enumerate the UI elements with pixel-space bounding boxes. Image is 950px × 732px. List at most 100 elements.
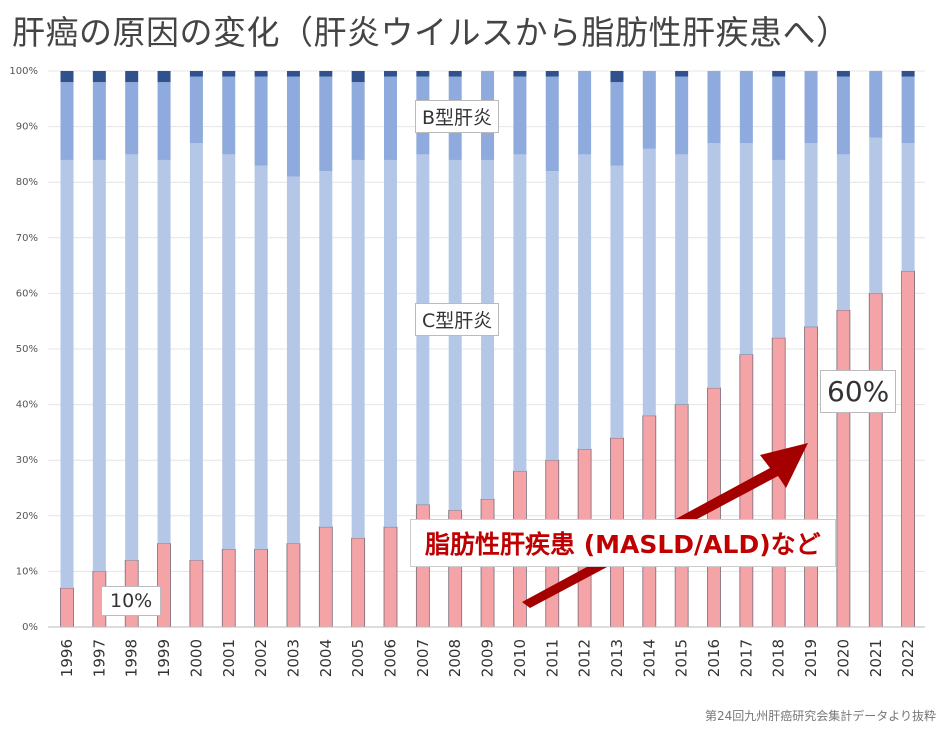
bar-segment	[222, 154, 236, 550]
x-tick-label: 2016	[705, 639, 723, 677]
bar-segment	[60, 82, 74, 160]
bar-segment	[836, 154, 850, 311]
bar-segment	[189, 559, 204, 628]
bar-segment	[254, 76, 268, 166]
bar-segment	[157, 82, 171, 160]
bar-segment	[416, 71, 430, 77]
x-tick-label: 2015	[673, 639, 691, 677]
bar-segment	[869, 71, 883, 138]
bar-segment	[125, 82, 139, 155]
source-note: 第24回九州肝癌研究会集計データより抜粋	[704, 709, 936, 723]
bar-segment	[286, 176, 300, 544]
bar-segment	[189, 71, 203, 77]
x-tick-label: 2021	[867, 639, 885, 677]
bar-segment	[384, 76, 397, 160]
bar-segment	[189, 76, 203, 144]
y-tick-label: 40%	[16, 400, 38, 411]
bar-segment	[804, 143, 818, 327]
x-tick-label: 2018	[770, 639, 788, 677]
bar-segment	[836, 71, 850, 77]
bar-segment	[448, 71, 462, 77]
end-percent-label: 60%	[820, 370, 897, 413]
bar-segment	[772, 159, 786, 338]
bar-segment	[92, 71, 106, 83]
bar-segment	[739, 143, 753, 355]
y-tick-label: 60%	[16, 288, 38, 299]
x-tick-label: 1996	[58, 639, 76, 677]
x-tick-label: 2011	[543, 639, 561, 677]
bar-segment	[92, 159, 106, 572]
bar-segment	[189, 143, 203, 561]
bar-segment	[222, 71, 236, 77]
bar-segment	[642, 71, 656, 149]
bar-segment	[125, 154, 139, 561]
bar-segment	[545, 171, 559, 461]
bar-segment	[157, 159, 171, 544]
bar-segment	[221, 548, 236, 628]
bar-segment	[868, 292, 883, 628]
bar-segment	[707, 71, 721, 144]
x-tick-label: 2003	[284, 639, 302, 677]
bar-segment	[513, 76, 527, 155]
bar-segment	[610, 71, 624, 83]
y-tick-label: 50%	[16, 344, 38, 355]
bar-segment	[610, 165, 624, 438]
bar-segment	[60, 71, 74, 83]
x-tick-label: 1998	[123, 639, 141, 677]
x-tick-label: 2002	[252, 639, 270, 677]
bar-segment	[836, 76, 850, 155]
bar-segment	[157, 71, 171, 83]
bar-segment	[60, 159, 74, 589]
bar-segment	[351, 537, 366, 628]
x-tick-label: 2013	[608, 639, 626, 677]
x-tick-label: 2001	[220, 639, 238, 677]
bar-segment	[286, 543, 301, 628]
bar-segment	[383, 526, 398, 628]
fatty-liver-label: 脂肪性肝疾患 (MASLD/ALD)など	[410, 519, 836, 567]
b-hepatitis-label: B型肝炎	[415, 100, 500, 133]
x-tick-label: 2010	[511, 639, 529, 677]
bar-segment	[125, 71, 139, 83]
bar-segment	[772, 76, 786, 160]
x-tick-label: 2000	[187, 639, 205, 677]
bar-segment	[642, 148, 656, 416]
c-hepatitis-label: C型肝炎	[415, 303, 500, 336]
x-tick-label: 2020	[834, 639, 852, 677]
bar-segment	[675, 71, 689, 77]
chart-title: 肝癌の原因の変化（肝炎ウイルスから脂肪性肝疾患へ）	[12, 13, 850, 52]
bar-segment	[578, 154, 592, 450]
start-percent-label: 10%	[101, 586, 162, 616]
x-tick-label: 2017	[737, 639, 755, 677]
x-tick-label: 2005	[349, 639, 367, 677]
bar-segment	[513, 154, 527, 472]
x-tick-label: 2006	[382, 639, 400, 677]
bar-segment	[351, 82, 365, 160]
x-tick-label: 2014	[640, 639, 658, 677]
x-tick-label: 2008	[446, 639, 464, 677]
x-tick-label: 2022	[899, 639, 917, 677]
x-tick-label: 2012	[576, 639, 594, 677]
bar-segment	[351, 71, 365, 83]
bar-segment	[286, 76, 300, 177]
x-tick-label: 2007	[414, 639, 432, 677]
bar-segment	[901, 270, 915, 628]
bar-segment	[60, 587, 74, 628]
bar-segment	[384, 159, 397, 527]
bar-segment	[222, 76, 236, 155]
bar-segment	[675, 76, 689, 155]
y-tick-label: 70%	[16, 233, 38, 244]
bar-segment	[384, 71, 397, 77]
bar-segment	[318, 526, 333, 628]
bar-segment	[578, 71, 592, 155]
bar-segment	[254, 165, 268, 550]
bar-segment	[804, 71, 818, 144]
bar-segment	[319, 76, 333, 172]
bar-segment	[513, 71, 527, 77]
y-tick-label: 10%	[16, 566, 38, 577]
y-tick-label: 30%	[16, 455, 38, 466]
bar-segment	[545, 71, 559, 77]
bar-segment	[869, 137, 883, 294]
x-tick-label: 2019	[802, 639, 820, 677]
bar-segment	[901, 76, 915, 144]
bar-segment	[675, 154, 689, 405]
